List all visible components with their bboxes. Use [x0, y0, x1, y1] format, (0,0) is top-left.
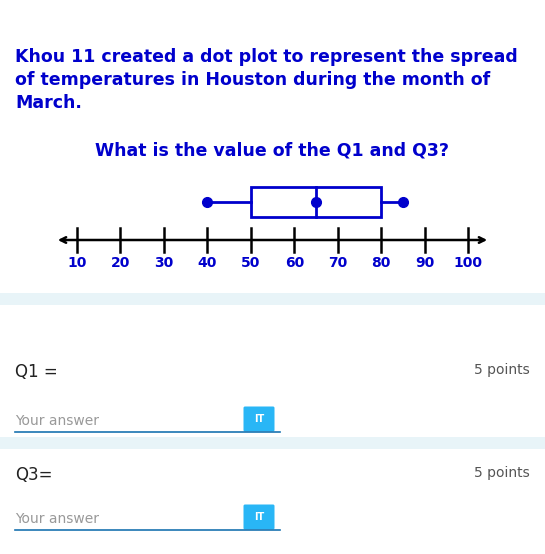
Text: 40: 40: [198, 256, 217, 270]
Text: 10: 10: [67, 256, 87, 270]
Bar: [0, 437, 545, 449]
Text: IT: IT: [254, 414, 264, 424]
Text: Your answer: Your answer: [15, 512, 99, 526]
Text: What is the value of the Q1 and Q3?: What is the value of the Q1 and Q3?: [95, 141, 449, 159]
Text: March.: March.: [15, 94, 82, 112]
FancyBboxPatch shape: [244, 505, 275, 530]
Text: Khou 11 created a dot plot to represent the spread: Khou 11 created a dot plot to represent …: [15, 48, 518, 66]
Text: 80: 80: [372, 256, 391, 270]
Text: 70: 70: [328, 256, 347, 270]
Text: of temperatures in Houston during the month of: of temperatures in Houston during the mo…: [15, 71, 490, 89]
Text: IT: IT: [254, 512, 264, 522]
Text: 60: 60: [284, 256, 304, 270]
Text: Your answer: Your answer: [15, 414, 99, 428]
FancyBboxPatch shape: [244, 407, 275, 432]
Text: 100: 100: [454, 256, 483, 270]
Bar: [0, 293, 545, 305]
Bar: [251, 187, 382, 217]
Text: Q3=: Q3=: [15, 466, 52, 484]
Text: 5 points: 5 points: [474, 466, 530, 480]
Text: 90: 90: [415, 256, 434, 270]
Text: 20: 20: [111, 256, 130, 270]
Text: Q1 =: Q1 =: [15, 363, 58, 381]
Text: 5 points: 5 points: [474, 363, 530, 377]
Text: 30: 30: [154, 256, 173, 270]
Text: 50: 50: [241, 256, 261, 270]
